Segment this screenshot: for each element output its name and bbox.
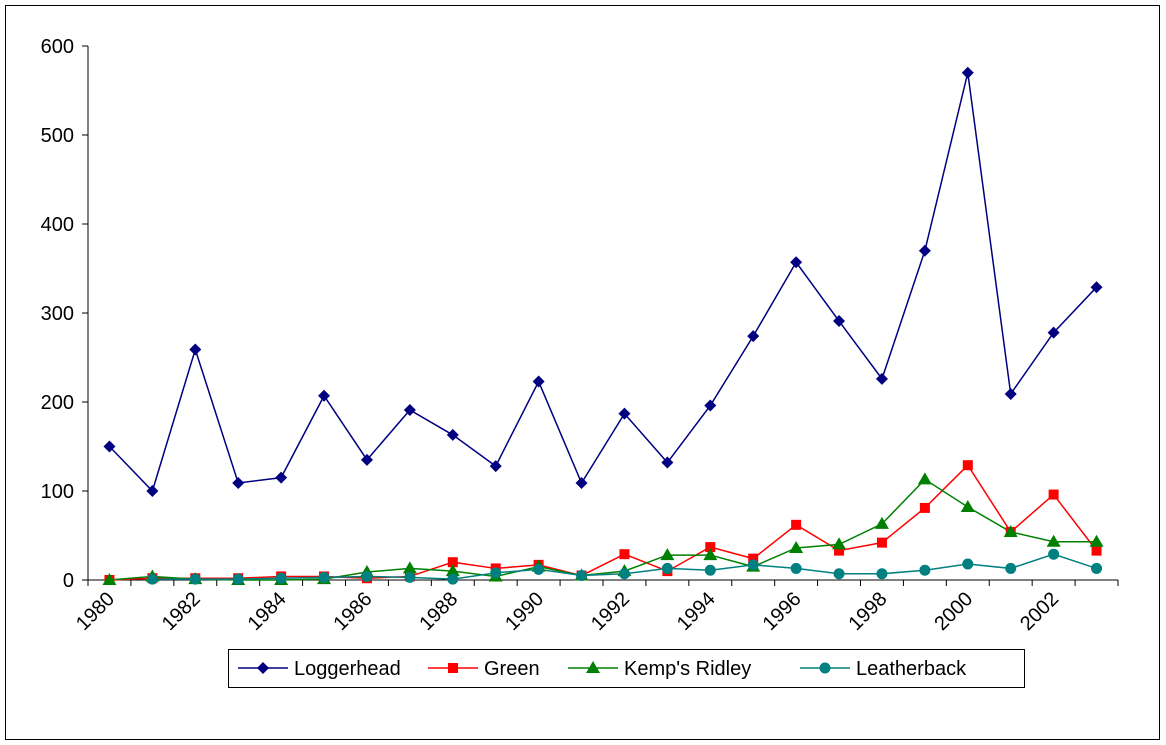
data-point bbox=[446, 428, 459, 441]
data-point bbox=[403, 404, 416, 417]
data-point bbox=[619, 549, 630, 560]
y-tick-label: 600 bbox=[41, 36, 74, 58]
data-point bbox=[490, 567, 502, 579]
legend-marker bbox=[586, 661, 600, 673]
legend-label: Kemp's Ridley bbox=[624, 658, 751, 680]
legend-marker bbox=[257, 662, 269, 674]
data-point bbox=[318, 389, 331, 402]
data-point bbox=[790, 256, 803, 269]
data-point bbox=[1090, 281, 1103, 294]
legend-marker bbox=[819, 662, 831, 674]
data-point bbox=[789, 540, 804, 553]
data-point bbox=[618, 568, 630, 580]
data-point bbox=[704, 564, 716, 576]
data-point bbox=[790, 562, 802, 574]
y-tick-label: 0 bbox=[63, 570, 74, 592]
data-point bbox=[447, 573, 459, 585]
data-point bbox=[748, 553, 759, 564]
data-point bbox=[961, 66, 974, 79]
data-point bbox=[960, 500, 975, 513]
data-point bbox=[404, 571, 416, 583]
data-point bbox=[275, 471, 288, 484]
data-point bbox=[703, 548, 718, 561]
data-point bbox=[318, 571, 330, 583]
data-point bbox=[533, 563, 545, 575]
data-point bbox=[962, 460, 973, 471]
data-point bbox=[876, 537, 887, 548]
legend-marker bbox=[448, 663, 458, 673]
data-point bbox=[875, 372, 888, 385]
data-point bbox=[962, 558, 974, 570]
data-point bbox=[1089, 534, 1104, 547]
y-tick-label: 100 bbox=[41, 481, 74, 503]
data-point bbox=[103, 440, 116, 453]
data-point bbox=[791, 519, 802, 530]
series-line bbox=[109, 478, 1097, 581]
data-point bbox=[1091, 562, 1103, 574]
data-point bbox=[575, 476, 588, 489]
y-tick-label: 200 bbox=[41, 392, 74, 414]
data-point bbox=[102, 573, 117, 585]
data-point bbox=[747, 330, 760, 343]
data-point bbox=[833, 315, 846, 328]
legend-label: Loggerhead bbox=[294, 658, 401, 680]
data-point bbox=[361, 570, 373, 582]
y-tick-label: 300 bbox=[41, 303, 74, 325]
data-point bbox=[917, 472, 932, 485]
data-point bbox=[1005, 562, 1017, 574]
data-point bbox=[1046, 534, 1061, 547]
y-tick-label: 500 bbox=[41, 125, 74, 147]
data-point bbox=[876, 568, 888, 580]
series-line bbox=[108, 72, 1098, 493]
data-point bbox=[661, 456, 674, 469]
data-point bbox=[1004, 387, 1017, 400]
data-point bbox=[705, 542, 716, 553]
data-point bbox=[576, 570, 588, 582]
data-point bbox=[532, 375, 545, 388]
data-point bbox=[660, 548, 675, 561]
data-point bbox=[919, 502, 930, 513]
data-point bbox=[445, 564, 460, 577]
legend-box bbox=[228, 649, 1025, 688]
data-point bbox=[661, 562, 673, 574]
data-point bbox=[918, 244, 931, 257]
data-point bbox=[146, 485, 159, 497]
data-point bbox=[146, 573, 158, 585]
data-point bbox=[1003, 524, 1018, 537]
y-tick-label: 400 bbox=[41, 214, 74, 236]
data-point bbox=[1091, 545, 1102, 556]
data-point bbox=[402, 561, 417, 574]
data-point bbox=[189, 573, 201, 585]
data-point bbox=[747, 559, 759, 571]
data-point bbox=[618, 407, 631, 420]
data-point bbox=[447, 557, 458, 568]
data-point bbox=[832, 537, 847, 550]
data-point bbox=[874, 516, 889, 529]
legend-label: Green bbox=[484, 658, 540, 680]
data-point bbox=[189, 343, 202, 356]
chart-border bbox=[5, 5, 1160, 740]
series-line bbox=[109, 464, 1098, 581]
data-point bbox=[489, 460, 502, 473]
data-point bbox=[704, 399, 717, 412]
data-point bbox=[833, 568, 845, 580]
data-point bbox=[919, 564, 931, 576]
legend-label: Leatherback bbox=[856, 658, 967, 680]
data-point bbox=[1048, 548, 1060, 560]
data-point bbox=[1047, 326, 1060, 339]
data-point bbox=[232, 476, 245, 489]
legend: Loggerhead Green Kemp's Ridley Leatherback bbox=[228, 649, 1025, 688]
data-point bbox=[1048, 489, 1059, 500]
data-point bbox=[360, 453, 373, 466]
data-point bbox=[275, 572, 287, 584]
data-point bbox=[232, 573, 244, 585]
data-point bbox=[834, 545, 845, 556]
